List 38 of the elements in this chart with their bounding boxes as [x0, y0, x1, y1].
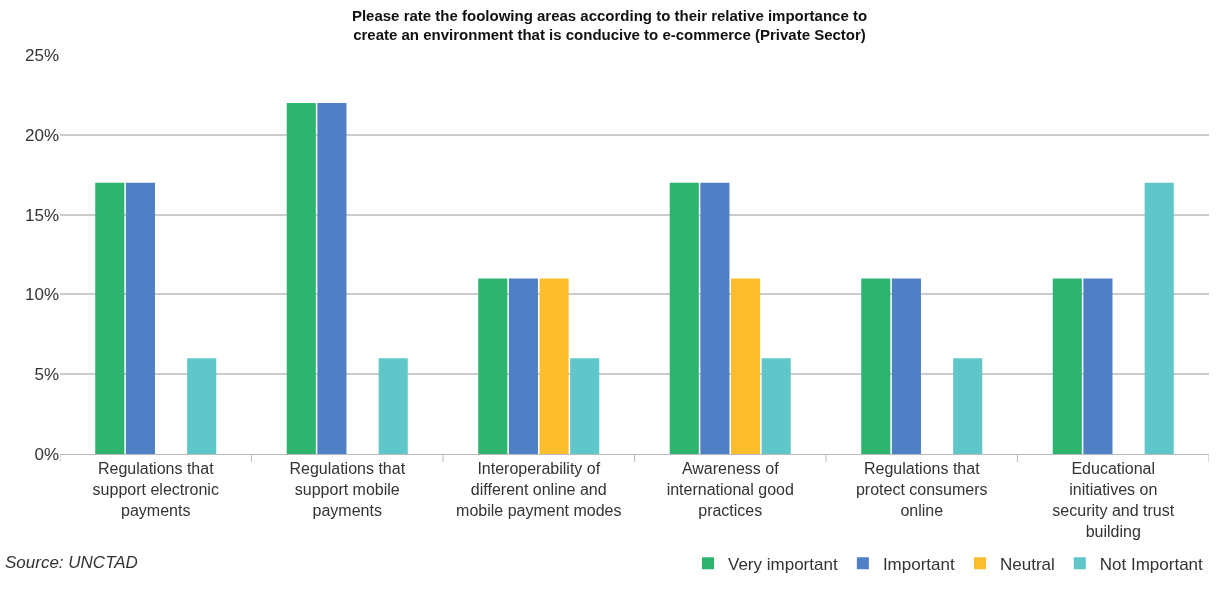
legend-label: Not Important [1099, 554, 1204, 574]
bar [1144, 182, 1174, 454]
x-tick-label: Regulations that support electronic payments [92, 460, 219, 519]
bar [861, 278, 891, 454]
bar [95, 182, 125, 454]
bar [669, 182, 699, 454]
bar [953, 358, 983, 454]
bar [125, 182, 155, 454]
bar [478, 278, 508, 454]
legend-label: Very important [728, 554, 838, 574]
bar [378, 358, 408, 454]
legend-label: Important [882, 554, 955, 574]
bar [1083, 278, 1113, 454]
bar [761, 358, 791, 454]
bar [891, 278, 921, 454]
source-note: Source: UNCTAD [5, 553, 138, 572]
y-tick-label: 10% [24, 285, 59, 305]
bar [508, 278, 538, 454]
y-tick-label: 0% [34, 444, 59, 464]
y-tick-label: 5% [34, 365, 59, 385]
bar [570, 358, 600, 454]
bar [700, 182, 730, 454]
x-tick-label: Regulations that protect consumers online [855, 460, 988, 519]
bar [731, 278, 761, 454]
y-tick-label: 20% [24, 125, 59, 145]
legend-label: Neutral [999, 554, 1055, 574]
x-tick-label: Regulations that support mobile payments [289, 460, 406, 519]
y-tick-label: 25% [24, 45, 59, 65]
bar [1052, 278, 1082, 454]
bar [539, 278, 569, 454]
x-tick-label: Educational initiatives on security and trust building [1052, 460, 1175, 540]
bar [187, 358, 217, 454]
chart-title: Please rate the foolowing areas according to their relative importance to create an environment that is conducive to e-commerce (Private Sector) [351, 6, 868, 44]
x-tick-label: Awareness of international good practices [666, 460, 794, 519]
bar [317, 102, 347, 454]
x-tick-label: Interoperability of different online and mobile payment modes [456, 460, 622, 519]
bar [286, 102, 316, 454]
y-tick-label: 15% [24, 205, 59, 225]
